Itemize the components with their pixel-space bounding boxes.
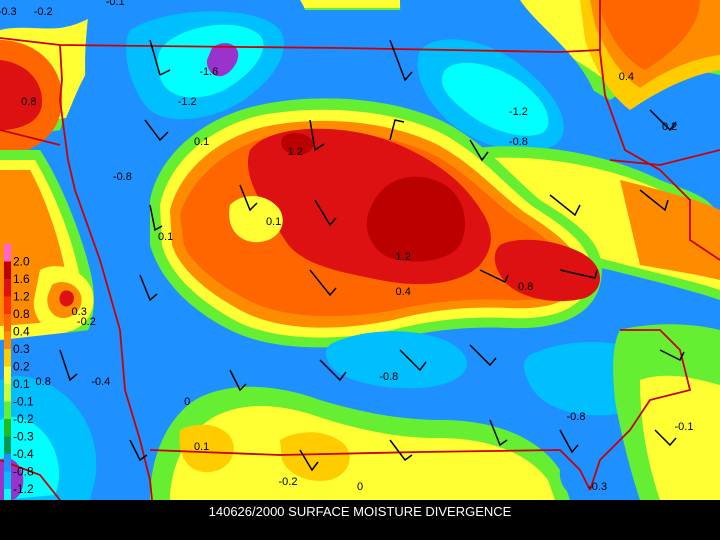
contour-label: -0.8 (509, 136, 528, 148)
contour-label: -0.8 (113, 171, 132, 183)
colorbar-swatch (4, 261, 11, 279)
contour-label: 0.3 (72, 306, 87, 318)
colorbar-tick-label: 0.8 (13, 307, 30, 321)
colorbar-swatch (4, 436, 11, 454)
contour-label: -0.8 (567, 411, 586, 423)
contour-label: 0.4 (619, 71, 634, 83)
colorbar-tick-label: 1.6 (13, 272, 30, 286)
colorbar-tick-label: -0.8 (13, 465, 34, 479)
contour-label: 1.2 (396, 251, 411, 263)
state-borders (0, 0, 720, 500)
wind-barbs (59, 39, 685, 472)
contour-label: -1.2 (509, 106, 528, 118)
contour-label: 0.4 (396, 286, 411, 298)
colorbar-tick-label: -0.1 (13, 395, 34, 409)
contour-label: 0.8 (21, 96, 36, 108)
contour-label: -1.2 (178, 96, 197, 108)
colorbar-swatch (4, 401, 11, 419)
colorbar-swatch (4, 419, 11, 437)
contour-label: -0.2 (34, 6, 53, 18)
contour-label: -0.1 (106, 0, 125, 8)
colorbar-tick-label: 2.0 (13, 255, 30, 269)
contour-label: -0.4 (91, 376, 110, 388)
colorbar-tick-label: -0.2 (13, 412, 34, 426)
contour-label: 0.1 (158, 231, 173, 243)
colorbar-swatch (4, 384, 11, 402)
colorbar-swatch (4, 489, 11, 500)
contour-label: -0.8 (379, 371, 398, 383)
colorbar-tick-label: -1.6 (13, 500, 34, 501)
contour-label: 0 (184, 396, 190, 408)
colorbar-swatch (4, 331, 11, 349)
colorbar-tick-label: 0.1 (13, 377, 30, 391)
colorbar-swatch (4, 279, 11, 297)
contour-label: 0.1 (194, 441, 209, 453)
contour-label: 0.8 (36, 376, 51, 388)
contour-label: 0.8 (518, 281, 533, 293)
color-legend: 2.0 1.6 1.2 0.8 0.4 0.3 0.2 0.1 -0.1 -0.2 -0.3 -0.4… (4, 244, 34, 500)
colorbar-swatch (4, 244, 11, 262)
contour-label: -1.6 (199, 66, 218, 78)
contour-label: 0 (357, 481, 363, 493)
moisture-divergence-map: 2.0 1.6 1.2 0.8 0.4 0.3 0.2 0.1 -0.1 -0.2 -0.3 -0.4… (0, 0, 720, 500)
contour-label: -0.2 (77, 316, 96, 328)
colorbar-swatch (4, 471, 11, 489)
contour-label: -0.2 (279, 476, 298, 488)
colorbar-swatch (4, 454, 11, 472)
colorbar-tick-label: 0.3 (13, 342, 30, 356)
contour-label: -0.1 (675, 421, 694, 433)
contour-label: 0.2 (662, 121, 677, 133)
colorbar-tick-label: -0.4 (13, 447, 34, 461)
contour-label: -0.3 (0, 6, 17, 18)
contour-label: 0.1 (266, 216, 281, 228)
contour-fill-layer (0, 0, 720, 500)
map-caption: 140626/2000 SURFACE MOISTURE DIVERGENCE (208, 504, 512, 519)
colorbar-swatch (4, 366, 11, 384)
colorbar-swatch (4, 349, 11, 367)
colorbar-tick-label: 0.4 (13, 325, 30, 339)
contour-label: -0.3 (588, 481, 607, 493)
colorbar-tick-label: -1.2 (13, 482, 34, 496)
contour-label: 0.1 (194, 136, 209, 148)
contour-label: 1.2 (288, 146, 303, 158)
colorbar-tick-label: 0.2 (13, 360, 30, 374)
contour-labels: -0.3 -0.2 -0.1 -1.6 -1.2 -0.8 0.1 1.2 0.1 0.1 1.2 0… (0, 0, 693, 493)
colorbar-tick-label: 1.2 (13, 290, 30, 304)
colorbar-swatch (4, 314, 11, 332)
colorbar-swatch (4, 296, 11, 314)
colorbar-tick-label: -0.3 (13, 430, 34, 444)
